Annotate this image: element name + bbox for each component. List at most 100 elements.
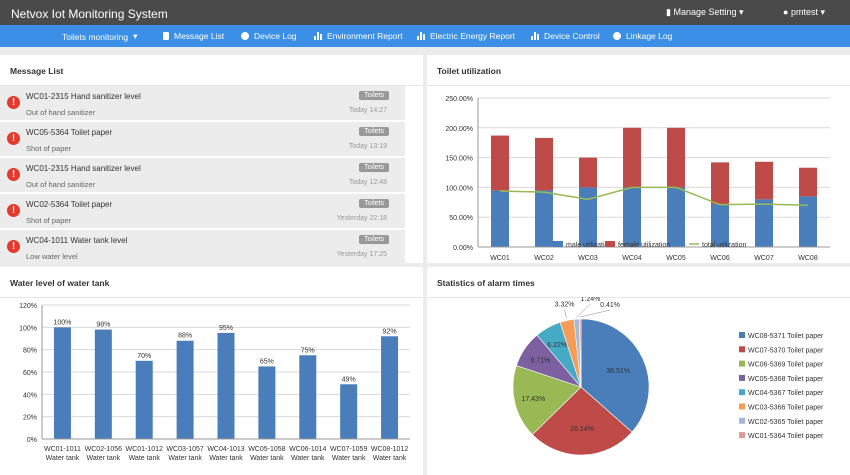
x-tick-label: Water tank — [87, 455, 121, 462]
x-tick-label: Water tank — [250, 455, 284, 462]
warning-icon: ! — [7, 168, 20, 181]
data-label: 92% — [383, 328, 397, 335]
x-tick-label: WC05-1058 — [248, 446, 285, 453]
nav-label: Electric Energy Report — [430, 31, 516, 41]
bar-male-utilization — [799, 196, 817, 247]
slice-label: 0.41% — [600, 302, 620, 309]
legend-label: male utilization — [566, 242, 612, 249]
category-badge: Toilets — [359, 127, 389, 136]
toilet-utilization-panel: Toilet utilization 0.00% 50.00% 100.00% 150… — [427, 55, 850, 263]
y-tick-label: 60% — [23, 370, 37, 377]
legend-label: WC05-5368 Toilet paper — [748, 376, 824, 383]
data-label: 98% — [96, 322, 110, 329]
x-tick-label: Water tank — [373, 455, 407, 462]
message-subtitle: Out of hand sanitizer — [26, 180, 96, 189]
message-item[interactable]: ! WC05-5364 Toilet paper Shot of paper Toil… — [0, 122, 405, 156]
nav-label: Device Log — [254, 31, 297, 41]
bar-male-utilization — [623, 187, 641, 247]
app-title: Netvox Iot Monitoring System — [11, 7, 168, 21]
warning-icon: ! — [7, 240, 20, 253]
leader-line — [580, 309, 611, 318]
warning-icon: ! — [7, 204, 20, 217]
legend-label: WC01-5364 Toilet paper — [748, 433, 824, 440]
slice-label: 3.32% — [555, 302, 575, 309]
nav-linkage-log[interactable]: Linkage Log — [613, 31, 672, 41]
bar-chart-icon — [531, 32, 539, 40]
pie-slice — [578, 318, 582, 388]
panel-title: Statistics of alarm times — [437, 278, 535, 288]
x-tick-label: WC03 — [578, 255, 598, 262]
y-tick-label: 100.00% — [445, 185, 473, 192]
nav-electric-energy-report[interactable]: Electric Energy Report — [417, 31, 515, 41]
y-tick-label: 50.00% — [449, 215, 473, 222]
y-tick-label: 80% — [23, 348, 37, 355]
legend-swatch — [739, 360, 745, 367]
warning-icon: ! — [7, 96, 20, 109]
warning-icon: ! — [7, 132, 20, 145]
x-tick-label: WC01-1012 — [126, 446, 163, 453]
y-tick-label: 200.00% — [445, 126, 473, 133]
bar-male-utilization — [579, 187, 597, 247]
message-subtitle: Shot of paper — [26, 216, 72, 225]
bar-male-utilization — [535, 190, 553, 247]
data-label: 88% — [178, 333, 192, 340]
nav-environment-report[interactable]: Environment Report — [314, 31, 403, 41]
legend-label: total utilization — [702, 242, 746, 249]
bar-male-utilization — [667, 187, 685, 247]
data-label: 65% — [260, 358, 274, 365]
nav-label: Environment Report — [327, 31, 403, 41]
user-menu[interactable]: ● pmtest ▾ — [783, 7, 825, 18]
message-item[interactable]: ! WC04-1011 Water tank level Low water lev… — [0, 230, 405, 264]
bar-female-utilization — [535, 137, 553, 191]
bar-female-utilization — [799, 167, 817, 197]
data-label: 75% — [301, 347, 315, 354]
message-item[interactable]: ! WC01-2315 Hand sanitizer level Out of ha… — [0, 86, 405, 120]
message-item[interactable]: ! WC01-2315 Hand sanitizer level Out of ha… — [0, 158, 405, 192]
panel-title: Toilet utilization — [437, 66, 502, 76]
y-tick-label: 40% — [23, 392, 37, 399]
bar-male-utilization — [711, 204, 729, 247]
circle-icon — [613, 32, 621, 40]
legend-label: WC08-5371 Toilet paper — [748, 333, 824, 340]
message-time: Today 14:27 — [348, 107, 387, 114]
document-icon — [163, 32, 169, 40]
legend-label: female utilization — [618, 242, 670, 249]
message-time: Today 12:48 — [348, 179, 387, 186]
pie-slice — [512, 365, 582, 436]
divider — [0, 85, 423, 86]
nav-label: Linkage Log — [626, 31, 673, 41]
panel-title: Message List — [10, 66, 64, 76]
message-time: Yesterday 17:25 — [336, 251, 387, 258]
bar-female-utilization — [711, 162, 729, 205]
y-tick-label: 20% — [23, 415, 37, 422]
nav-toilets-monitoring[interactable]: Toilets monitoring ▾ — [62, 31, 137, 42]
bar-water-level — [299, 355, 317, 439]
legend-label: WC07-5370 Toilet paper — [748, 347, 824, 354]
pie-slice — [532, 386, 633, 456]
y-tick-label: 120% — [19, 303, 37, 310]
nav-device-control[interactable]: Device Control — [531, 31, 600, 41]
nav-label: Toilets monitoring — [62, 31, 129, 42]
x-tick-label: WC04-1013 — [207, 446, 244, 453]
alarm-pie-chart: 36.51% 26.14% 17.43% 8.71% 6.22% 3.32% 1.24%0.… — [512, 297, 824, 456]
message-subtitle: Out of hand sanitizer — [26, 108, 96, 117]
chart-icon: ▮ — [666, 7, 674, 17]
bar-water-level — [176, 340, 194, 439]
x-tick-label: WC03-1057 — [166, 446, 203, 453]
x-tick-label: WC08 — [798, 255, 818, 262]
y-tick-label: 0% — [27, 437, 37, 444]
bar-male-utilization — [755, 199, 773, 247]
y-tick-label: 100% — [19, 325, 37, 332]
bar-water-level — [258, 366, 276, 439]
top-bar: Netvox Iot Monitoring System ▮ Manage Se… — [0, 0, 850, 25]
nav-bar: Toilets monitoring ▾ Message List Device … — [0, 25, 850, 47]
nav-device-log[interactable]: Device Log — [241, 31, 297, 41]
message-time: Yesterday 22:18 — [336, 215, 387, 222]
bar-water-level — [135, 360, 153, 439]
message-title: WC01-2315 Hand sanitizer level — [26, 164, 141, 173]
nav-message-list[interactable]: Message List — [163, 31, 224, 41]
bar-female-utilization — [491, 135, 509, 191]
message-item[interactable]: ! WC02-5364 Toilet paper Shot of paper Toil… — [0, 194, 405, 228]
line-total-utilization — [499, 186, 809, 207]
manage-setting-menu[interactable]: ▮ Manage Setting ▾ — [666, 7, 744, 18]
